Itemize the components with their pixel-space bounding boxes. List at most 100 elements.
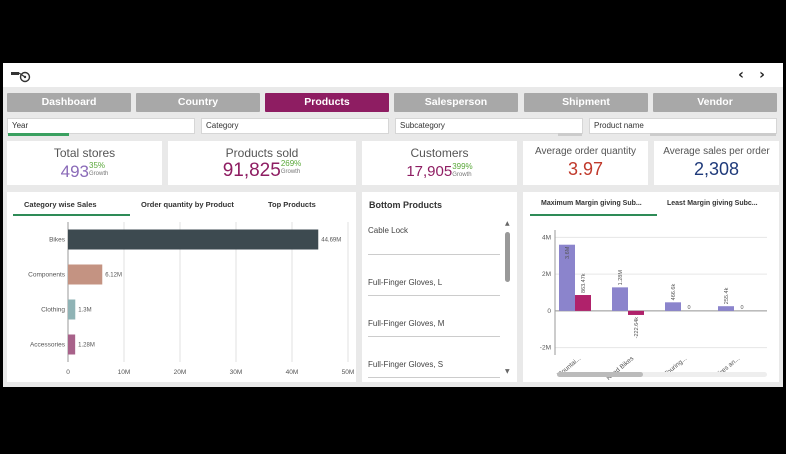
filter-subcategory-selection-bar <box>557 133 582 136</box>
bottom-products-title: Bottom Products <box>369 200 442 210</box>
chevron-left-icon: ‹ <box>738 67 744 83</box>
tab-order-quantity-by-product[interactable]: Order quantity by Product <box>141 200 234 209</box>
chart-scrollbar-thumb[interactable] <box>557 372 643 377</box>
bar-value-label: 0 <box>687 305 690 311</box>
kpi-products-sold: Products sold 91,825 269% Growth <box>168 141 356 185</box>
list-item[interactable]: Cable Lock <box>368 214 500 255</box>
bar-value-label: 466.6k <box>671 284 677 301</box>
chevron-right-icon: › <box>759 67 765 83</box>
y-tick-label: -2M <box>540 345 551 352</box>
tab-vendor[interactable]: Vendor <box>653 93 777 112</box>
category-label: Components <box>28 272 66 279</box>
growth-label: Growth <box>280 169 301 175</box>
logo-icon <box>11 71 31 83</box>
scrollbar-thumb[interactable] <box>505 232 510 282</box>
bar <box>612 287 628 311</box>
bar-value-label: 1.28M <box>78 343 95 349</box>
category-sales-panel: Category wise Sales Order quantity by Pr… <box>7 192 356 382</box>
filter-product-name[interactable]: Product name <box>589 118 777 136</box>
bar-value-label: -222.64k <box>634 317 640 339</box>
filter-category-label: Category <box>206 121 239 130</box>
margin-panel: Maximum Margin giving Sub... Least Margi… <box>523 192 779 382</box>
kpi-average-sales-per-order: Average sales per order 2,308 <box>654 141 779 185</box>
list-scrollbar[interactable]: ▲ ▼ <box>505 220 510 377</box>
filter-year-label: Year <box>12 121 29 130</box>
x-tick-label: 0 <box>66 369 70 376</box>
filter-product-name-selection-bar <box>649 133 776 136</box>
tab-salesperson[interactable]: Salesperson <box>394 93 518 112</box>
kpi-value: 91,825 <box>222 160 281 181</box>
x-tick-label: 10M <box>118 369 131 376</box>
scroll-up-icon[interactable]: ▲ <box>505 220 510 227</box>
scroll-down-icon[interactable]: ▼ <box>505 368 510 375</box>
tab-products[interactable]: Products <box>265 93 389 112</box>
tab-shipment[interactable]: Shipment <box>524 93 648 112</box>
list-item[interactable]: Full-Finger Gloves, L <box>368 255 500 296</box>
growth-label: Growth <box>89 171 109 177</box>
sheet-tabs: Dashboard Country Products Salesperson S… <box>3 93 783 113</box>
category-label: Accessories <box>30 342 66 349</box>
x-tick-label: 20M <box>174 369 187 376</box>
kpi-value: 493 <box>60 162 90 181</box>
bar-value-label: 44.69M <box>321 238 341 244</box>
filter-subcategory-label: Subcategory <box>400 121 445 130</box>
kpi-average-order-quantity: Average order quantity 3.97 <box>523 141 648 185</box>
tab-dashboard[interactable]: Dashboard <box>7 93 131 112</box>
category-sales-chart: 0 10M 20M 30M 40M 50M Bikes 44.69M Components 6.1… <box>28 222 355 376</box>
bar <box>68 229 319 250</box>
category-label: Clothing <box>41 307 65 314</box>
prev-sheet-button[interactable]: ‹ <box>732 66 750 84</box>
tab-least-margin[interactable]: Least Margin giving Subc... <box>667 200 758 207</box>
bar <box>628 310 644 315</box>
filter-subcategory[interactable]: Subcategory <box>395 118 583 136</box>
kpi-growth: 35% Growth <box>89 162 108 178</box>
x-tick-label: 40M <box>286 369 299 376</box>
bar-value-label: 0 <box>740 305 743 311</box>
bar-value-label: 255.4k <box>724 287 730 304</box>
tab-maximum-margin[interactable]: Maximum Margin giving Sub... <box>541 200 642 207</box>
y-tick-label: 0 <box>547 308 551 315</box>
bar-value-label: 1.28M <box>618 270 624 286</box>
x-tick-label: 50M <box>342 369 355 376</box>
kpi-value: 3.97 <box>567 159 604 179</box>
bar <box>68 264 103 285</box>
bar-value-label: 3.6M <box>565 246 571 259</box>
bar <box>68 299 76 320</box>
kpi-total-stores: Total stores 493 35% Growth <box>7 141 162 185</box>
y-tick-label: 2M <box>542 271 551 278</box>
tab-top-products[interactable]: Top Products <box>268 200 316 209</box>
y-tick-label: 4M <box>542 234 551 241</box>
bar-value-label: 863.47k <box>581 273 587 293</box>
app-window: ‹ › Dashboard Country Products Salespers… <box>3 63 783 387</box>
bar-value-label: 1.3M <box>78 308 91 314</box>
chart-scrollbar[interactable] <box>557 372 767 377</box>
tab-category-wise-sales[interactable]: Category wise Sales <box>24 200 97 209</box>
margin-chart: 4M2M0-2M3.6M863.47kMountai...1.28M-222.6… <box>540 230 767 382</box>
top-bar: ‹ › <box>3 63 783 87</box>
growth-label: Growth <box>452 172 472 178</box>
filter-bar: Year Category Subcategory Product name <box>3 118 783 136</box>
kpi-value: 17,905 <box>406 163 453 180</box>
kpi-title: Total stores <box>53 146 116 160</box>
active-tab-indicator <box>530 214 657 216</box>
kpi-customers: Customers 17,905 399% Growth <box>362 141 517 185</box>
bar <box>575 295 591 311</box>
bar <box>718 306 734 311</box>
filter-product-name-label: Product name <box>594 121 644 130</box>
category-label: Road Bikes <box>605 355 636 382</box>
bar-value-label: 6.12M <box>105 273 122 279</box>
kpi-value: 2,308 <box>693 159 740 179</box>
filter-year[interactable]: Year <box>7 118 195 136</box>
active-tab-indicator <box>13 214 130 216</box>
list-item[interactable]: Full-Finger Gloves, M <box>368 296 500 337</box>
tab-country[interactable]: Country <box>136 93 260 112</box>
list-item[interactable]: Full-Finger Gloves, S <box>368 337 500 378</box>
category-label: Bikes <box>49 237 66 244</box>
filter-category[interactable]: Category <box>201 118 389 134</box>
next-sheet-button[interactable]: › <box>753 66 771 84</box>
kpi-growth: 269% Growth <box>281 160 301 176</box>
bottom-products-panel: Bottom Products Cable Lock Full-Finger G… <box>362 192 517 382</box>
kpi-title: Average order quantity <box>535 146 636 157</box>
growth-pct: 399% <box>452 162 473 171</box>
bar <box>68 334 76 355</box>
